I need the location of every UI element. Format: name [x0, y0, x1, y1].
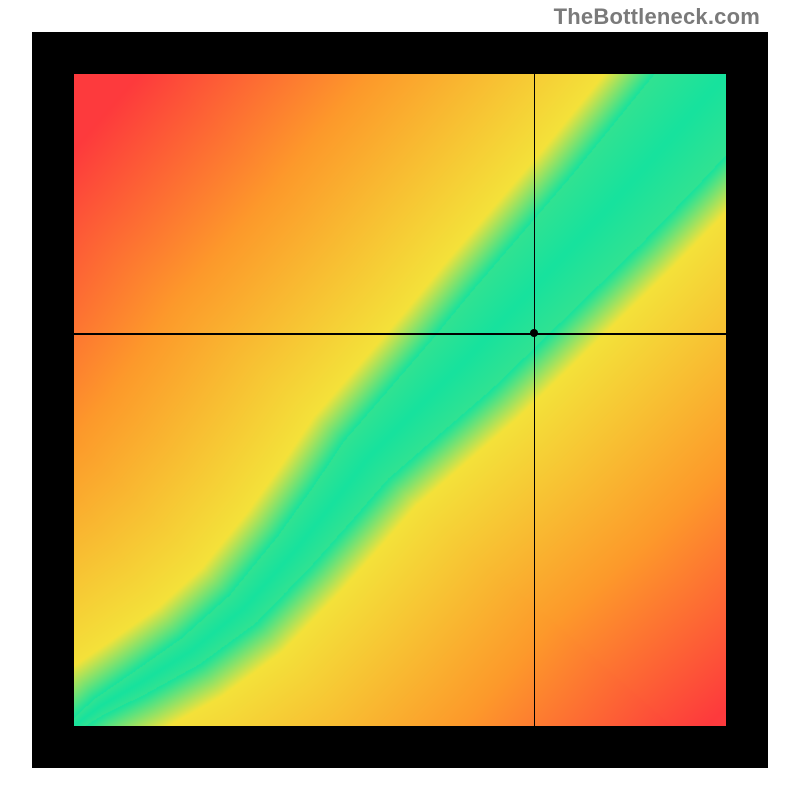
watermark-text: TheBottleneck.com: [554, 4, 760, 30]
chart-frame: [32, 32, 768, 768]
chart-container: TheBottleneck.com: [0, 0, 800, 800]
crosshair-marker: [530, 329, 538, 337]
heatmap-canvas: [74, 74, 726, 726]
crosshair-horizontal: [74, 333, 726, 335]
heatmap-plot: [74, 74, 726, 726]
crosshair-vertical: [534, 74, 536, 726]
